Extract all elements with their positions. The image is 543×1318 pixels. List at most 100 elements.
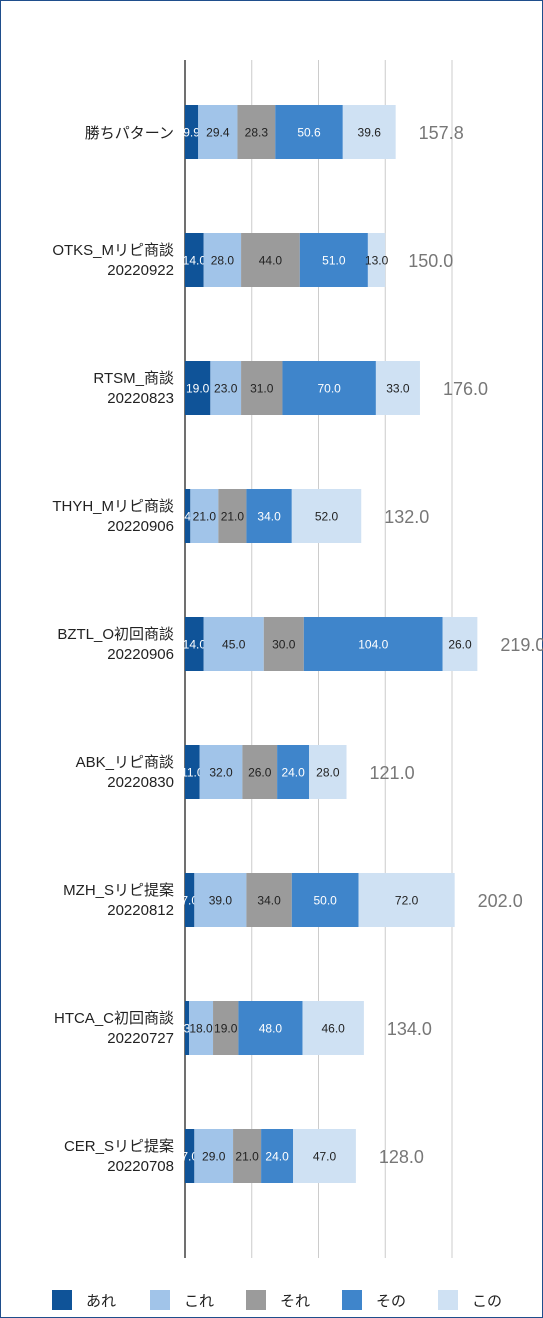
category-label: 20220922 <box>107 262 174 279</box>
legend-swatch <box>438 1290 458 1310</box>
bar-segment <box>358 873 455 927</box>
data-label: 47.0 <box>313 1150 337 1164</box>
legend-label: その <box>376 1291 407 1310</box>
data-label: 32.0 <box>209 766 233 780</box>
category-label: BZTL_O初回商談 <box>57 626 174 643</box>
category-label: 20220830 <box>107 774 174 791</box>
category-label: MZH_Sリピ提案 <box>63 881 174 899</box>
data-label: 4 <box>184 510 191 524</box>
data-label: 26.0 <box>248 766 272 780</box>
legend-label: あれ <box>86 1291 117 1310</box>
data-label: 24.0 <box>281 766 305 780</box>
category-label: CER_Sリピ提案 <box>64 1137 174 1155</box>
bar-segment <box>213 1001 239 1055</box>
category-label: OTKS_Mリピ商談 <box>52 242 174 259</box>
bar-segment <box>185 617 204 671</box>
data-label: 23.0 <box>214 382 238 396</box>
legend-item[interactable]: あれ <box>52 1286 116 1314</box>
data-label: 19.0 <box>214 1022 238 1036</box>
bar-segment <box>309 745 347 799</box>
category-label: THYH_Mリピ商談 <box>52 498 174 515</box>
bar-segment <box>185 361 211 415</box>
bar-segment <box>189 1001 214 1055</box>
legend-item[interactable]: これ <box>150 1286 214 1314</box>
data-label: 33.0 <box>386 382 410 396</box>
legend-item[interactable]: この <box>438 1286 502 1314</box>
bar-segment <box>442 617 478 671</box>
bar-segment <box>185 233 204 287</box>
data-label: 30.0 <box>272 638 296 652</box>
bar-segment <box>282 361 376 415</box>
bar-segment <box>185 745 200 799</box>
data-label: 19.0 <box>186 382 210 396</box>
data-label: 21.0 <box>221 510 245 524</box>
total-label: 202.0 <box>478 891 523 911</box>
data-label: 3 <box>184 1022 191 1036</box>
bar-segment <box>218 489 247 543</box>
bar-segment <box>367 233 386 287</box>
bar-segment <box>275 105 343 159</box>
total-label: 150.0 <box>408 251 453 271</box>
category-label: 勝ちパターン <box>85 125 174 142</box>
legend-label: それ <box>280 1291 311 1310</box>
category-label: 20220812 <box>107 902 174 919</box>
bar-segment <box>342 105 396 159</box>
data-label: 14.0 <box>183 254 207 268</box>
total-label: 157.8 <box>419 123 464 143</box>
data-label: 46.0 <box>322 1022 346 1036</box>
bar-segment <box>293 1129 356 1183</box>
bar-segment <box>190 489 219 543</box>
bar-segment <box>194 1129 234 1183</box>
data-label: 21.0 <box>235 1150 259 1164</box>
data-label: 21.0 <box>193 510 217 524</box>
data-label: 29.4 <box>206 126 230 140</box>
data-label: 44.0 <box>259 254 283 268</box>
category-label: HTCA_C初回商談 <box>54 1010 174 1027</box>
legend-swatch <box>52 1290 72 1310</box>
category-label: ABK_リピ商談 <box>76 754 174 771</box>
bar-segment <box>261 1129 294 1183</box>
data-label: 7.0 <box>181 1150 198 1164</box>
data-label: 29.0 <box>202 1150 226 1164</box>
stacked-bar-chart: 9.9 29.4 28.3 50.6 39.614.0 28.0 44.0 51.0 13.01… <box>52 60 543 1258</box>
bar-segment <box>185 1129 195 1183</box>
bar-segment <box>203 233 242 287</box>
bar-segment <box>277 745 310 799</box>
bar-segment <box>185 489 191 543</box>
category-label: 20220906 <box>107 518 174 535</box>
data-label: 9.9 <box>183 126 200 140</box>
bar-segment <box>241 233 300 287</box>
data-label: 7.0 <box>181 894 198 908</box>
bar-segment <box>210 361 242 415</box>
legend-swatch <box>150 1290 170 1310</box>
data-label: 51.0 <box>322 254 346 268</box>
data-label: 31.0 <box>250 382 274 396</box>
data-label: 70.0 <box>318 382 342 396</box>
legend-item[interactable]: それ <box>246 1286 310 1314</box>
data-label: 39.6 <box>358 126 382 140</box>
legend-item[interactable]: その <box>342 1286 406 1314</box>
bars: 9.9 29.4 28.3 50.6 39.6 14.0 28.0 44.0 51.0 13.0 1… <box>181 105 478 1183</box>
bar-segment <box>198 105 238 159</box>
category-label: 20220708 <box>107 1158 174 1175</box>
bar-segment <box>375 361 420 415</box>
category-label: 20220727 <box>107 1030 174 1047</box>
bar-segment <box>199 745 243 799</box>
category-labels: 勝ちパターン OTKS_Mリピ商談 20220922 RTSM_商談 20220823 T… <box>52 125 174 1175</box>
bar-segment <box>203 617 264 671</box>
data-label: 11.0 <box>181 766 204 780</box>
bar-segment <box>246 873 292 927</box>
data-label: 50.6 <box>297 126 321 140</box>
total-label: 132.0 <box>384 507 429 527</box>
bar-segment <box>185 105 199 159</box>
bar-segment <box>194 873 247 927</box>
category-label: 20220823 <box>107 390 174 407</box>
total-label: 176.0 <box>443 379 488 399</box>
data-label: 26.0 <box>448 638 472 652</box>
bar-segment <box>237 105 276 159</box>
total-label: 128.0 <box>379 1147 424 1167</box>
data-label: 34.0 <box>257 894 281 908</box>
data-label: 24.0 <box>265 1150 289 1164</box>
data-label: 28.0 <box>211 254 235 268</box>
legend-swatch <box>342 1290 362 1310</box>
